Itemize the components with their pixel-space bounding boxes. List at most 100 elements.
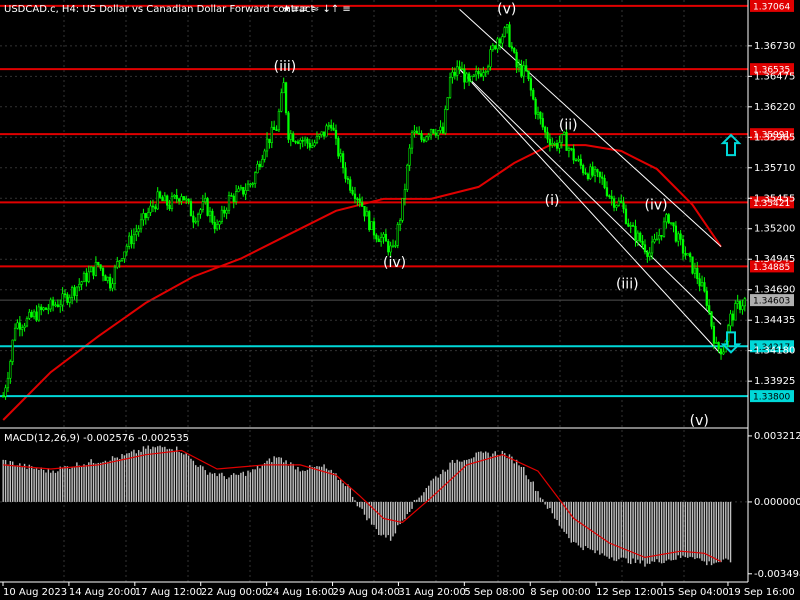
y-tick-label: 1.35710 — [754, 163, 795, 174]
x-tick-label: 17 Aug 12:00 — [135, 587, 202, 598]
candle-body — [251, 183, 254, 185]
candle-body — [332, 127, 335, 131]
y-tick-label: 1.36220 — [754, 102, 795, 113]
candle-body — [446, 97, 449, 110]
candle-body — [61, 293, 64, 306]
candle-body — [477, 71, 480, 75]
candle-body — [522, 65, 525, 77]
candle-body — [456, 66, 459, 76]
candle-body — [643, 244, 647, 253]
candle-body — [173, 195, 176, 197]
candle-body — [624, 208, 628, 224]
candle-body — [51, 299, 55, 306]
candle-body — [418, 133, 421, 135]
candle-body — [106, 276, 109, 281]
y-tick-label: 1.35455 — [754, 193, 795, 204]
candle-body — [729, 313, 732, 327]
candle-body — [567, 148, 571, 151]
chart-title: USDCAD.c, H4: US Dollar vs Canadian Doll… — [4, 4, 314, 15]
candle-body — [434, 132, 437, 136]
candle-body — [451, 71, 454, 78]
support-price-tag — [750, 390, 794, 403]
candle-body — [541, 118, 544, 128]
candle-body — [118, 260, 121, 262]
wave-labels: (iii) (iv) (v) (ii) (i) (iv) (iii) (v) — [274, 2, 709, 429]
candle-body — [313, 142, 316, 146]
trend-channel — [459, 9, 722, 355]
candle-body — [601, 176, 604, 179]
channel-line — [459, 9, 722, 248]
candle-body — [741, 305, 744, 310]
candle-body — [560, 134, 563, 143]
candle-body — [2, 395, 5, 398]
candle-body — [161, 197, 164, 202]
candle-body — [672, 222, 675, 227]
candle-body — [56, 304, 59, 307]
candle-body — [346, 178, 349, 180]
candle-body — [546, 131, 549, 140]
resistance-price-label: 1.37064 — [753, 2, 790, 12]
candle-body — [299, 140, 302, 144]
candle-body — [617, 200, 620, 206]
resistance-price-label: 1.35991 — [753, 131, 790, 141]
candle-body — [425, 136, 428, 142]
candle-body — [315, 135, 319, 144]
candle-body — [403, 189, 407, 199]
title-icons: ★≡≡ ≈ ↓↑ ≡ — [282, 4, 351, 15]
candle-body — [384, 233, 388, 242]
candle-body — [463, 68, 466, 83]
candle-body — [498, 38, 502, 44]
candle-body — [696, 267, 699, 280]
candle-body — [246, 183, 250, 191]
candle-body — [505, 24, 509, 28]
candle-body — [287, 112, 290, 140]
candle-body — [94, 261, 98, 276]
arrow-markers — [720, 133, 742, 354]
candle-body — [218, 221, 221, 225]
candle-body — [482, 72, 485, 77]
candle-body — [627, 223, 630, 227]
candle-body — [360, 202, 364, 207]
candle-body — [591, 166, 594, 176]
candle-body — [375, 234, 378, 240]
x-tick-label: 5 Sep 08:00 — [464, 587, 524, 598]
candle-body — [337, 138, 340, 157]
moving-average-layer — [2, 144, 722, 421]
candle-body — [743, 298, 746, 307]
candle-body — [47, 308, 50, 311]
candle-body — [282, 82, 285, 94]
candle-body — [42, 307, 45, 311]
candle-body — [59, 304, 62, 307]
candle-body — [731, 313, 735, 321]
candle-body — [396, 224, 399, 246]
candle-body — [82, 272, 86, 283]
x-tick-label: 10 Aug 2023 — [3, 587, 67, 598]
candle-body — [639, 232, 642, 242]
candle-body — [472, 74, 475, 77]
candle-body — [527, 70, 530, 79]
candle-body — [574, 159, 578, 162]
candle-body — [413, 130, 416, 133]
candle-body — [536, 111, 540, 115]
candle-body — [289, 133, 292, 140]
candle-body — [363, 206, 366, 217]
wave-label: (v) — [497, 2, 516, 18]
candle-body — [708, 305, 711, 313]
candle-body — [263, 150, 266, 160]
candle-body — [717, 342, 720, 350]
wave-label: (i) — [545, 193, 560, 209]
candle-body — [722, 351, 725, 355]
candle-body — [441, 126, 445, 134]
candle-body — [113, 266, 117, 284]
candle-body — [156, 191, 159, 210]
candle-body — [201, 201, 204, 211]
candle-body — [738, 301, 742, 310]
candle-body — [460, 68, 464, 71]
candle-body — [230, 195, 233, 197]
candle-body — [605, 187, 609, 196]
candle-body — [254, 172, 257, 184]
candle-body — [28, 311, 31, 319]
candle-body — [49, 299, 52, 310]
